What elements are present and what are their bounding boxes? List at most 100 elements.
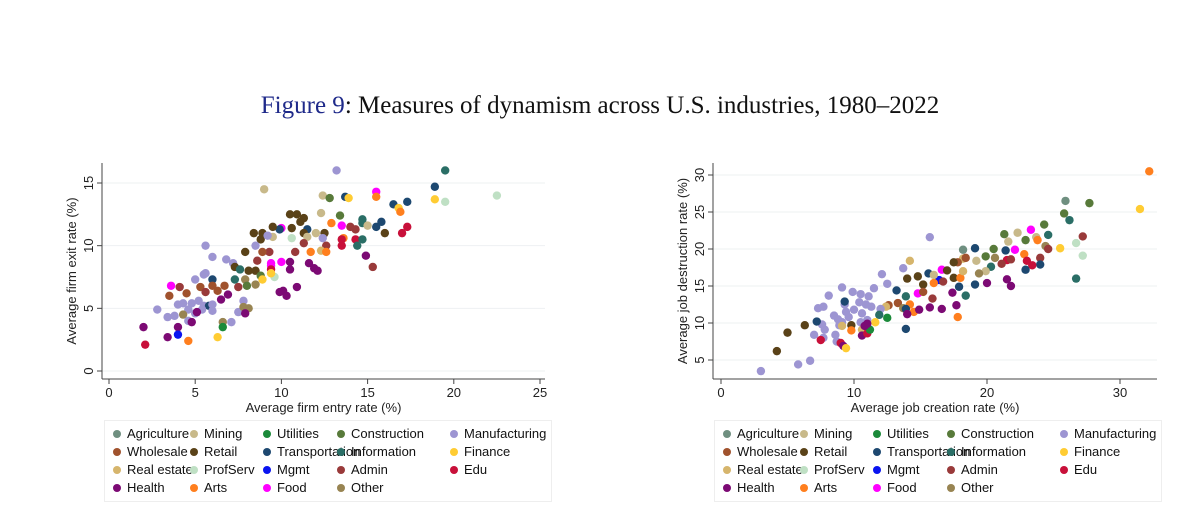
legend-item-edu: Edu — [1060, 462, 1097, 477]
point-health — [275, 287, 284, 297]
point-retail — [783, 328, 792, 337]
point-information — [875, 310, 884, 320]
point-information — [230, 275, 240, 284]
y-tick-label: 25 — [692, 205, 707, 219]
point-construction — [1039, 220, 1049, 229]
point-manufacturing — [263, 231, 272, 240]
legend-label: Food — [887, 480, 917, 495]
legend-label: Manufacturing — [1074, 426, 1157, 441]
point-arts — [306, 247, 315, 257]
point-health — [285, 257, 295, 267]
legend-item-manufacturing: Manufacturing — [1060, 426, 1156, 441]
legend-item-health: Health — [723, 480, 775, 495]
y-axis-label: Average firm exit rate (%) — [64, 197, 79, 344]
point-mining — [303, 232, 312, 242]
point-edu — [397, 228, 407, 238]
point-health — [223, 290, 233, 299]
legend-label: Admin — [351, 462, 388, 477]
legend-left: Agriculture Mining Utilities Construction Ma… — [104, 420, 552, 502]
point-construction — [1000, 230, 1009, 239]
point-health — [914, 305, 924, 314]
x-tick-label: 25 — [533, 385, 547, 400]
point-health — [240, 309, 250, 318]
point-manufacturing — [251, 241, 260, 250]
point-mining — [981, 267, 990, 276]
point-manufacturing — [227, 317, 236, 327]
point-mining — [1013, 228, 1022, 237]
point-retail — [285, 210, 295, 219]
legend-label: Finance — [1074, 444, 1121, 459]
legend-item-utilities: Utilities — [873, 426, 929, 441]
point-health — [982, 278, 992, 288]
point-manufacturing — [864, 292, 873, 301]
y-tick-label: 15 — [692, 279, 707, 293]
point-transportation — [970, 244, 980, 253]
point-information — [358, 235, 367, 244]
point-wholesale — [213, 286, 222, 295]
legend-item-admin: Admin — [337, 462, 388, 477]
x-tick-label: 20 — [447, 385, 461, 400]
point-manufacturing — [855, 298, 864, 307]
point-profserv — [1078, 251, 1087, 260]
point-manufacturing — [178, 299, 188, 308]
legend-item-food: Food — [263, 480, 307, 495]
point-construction — [1059, 209, 1069, 218]
point-manufacturing — [809, 330, 819, 340]
point-retail — [918, 280, 928, 289]
point-admin — [175, 282, 184, 292]
legend-item-agriculture: Agriculture — [723, 426, 799, 441]
point-transportation — [954, 282, 964, 291]
legend-item-mgmt: Mgmt — [263, 462, 310, 477]
point-food — [1026, 225, 1036, 234]
point-manufacturing — [869, 284, 879, 293]
point-manufacturing — [239, 296, 248, 306]
legend-marker-icon — [947, 483, 955, 492]
point-wholesale — [258, 247, 267, 257]
legend-marker-icon — [800, 465, 808, 474]
legend-item-other: Other — [337, 480, 384, 495]
legend-label: ProfServ — [814, 462, 865, 477]
point-retail — [942, 266, 952, 275]
point-finance — [871, 318, 880, 327]
y-tick-label: 10 — [81, 238, 96, 252]
legend-marker-icon — [723, 465, 731, 474]
point-health — [948, 288, 957, 297]
point-mining — [318, 191, 327, 200]
point-manufacturing — [318, 233, 327, 243]
point-manufacturing — [208, 252, 217, 262]
y-tick-label: 5 — [692, 356, 707, 363]
point-manufacturing — [208, 300, 217, 309]
point-arts — [929, 278, 938, 288]
point-admin — [997, 259, 1006, 268]
point-arts — [1020, 249, 1029, 259]
y-tick-label: 15 — [81, 176, 96, 190]
legend-marker-icon — [800, 483, 808, 492]
point-construction — [981, 252, 990, 261]
legend-marker-icon — [113, 465, 121, 474]
point-health — [313, 266, 322, 275]
point-admin — [322, 241, 331, 250]
legend-label: Other — [351, 480, 384, 495]
point-transportation — [430, 182, 440, 191]
x-tick-label: 5 — [192, 385, 199, 400]
point-manufacturing — [848, 287, 857, 297]
x-tick-label: 15 — [360, 385, 374, 400]
point-manufacturing — [837, 283, 847, 292]
legend-label: Mgmt — [277, 462, 310, 477]
point-manufacturing — [201, 269, 210, 278]
point-food — [337, 221, 346, 230]
legend-label: Agriculture — [127, 426, 190, 441]
legend-label: Other — [961, 480, 994, 495]
legend-marker-icon — [1060, 447, 1068, 456]
point-construction — [325, 193, 334, 203]
point-health — [216, 295, 226, 304]
legend-item-admin: Admin — [947, 462, 998, 477]
legend-marker-icon — [263, 483, 271, 492]
point-retail — [949, 258, 958, 267]
legend-label: Arts — [204, 480, 228, 495]
point-health — [192, 307, 202, 317]
legend-marker-icon — [873, 483, 881, 492]
point-manufacturing — [187, 299, 196, 308]
point-other — [178, 310, 188, 319]
